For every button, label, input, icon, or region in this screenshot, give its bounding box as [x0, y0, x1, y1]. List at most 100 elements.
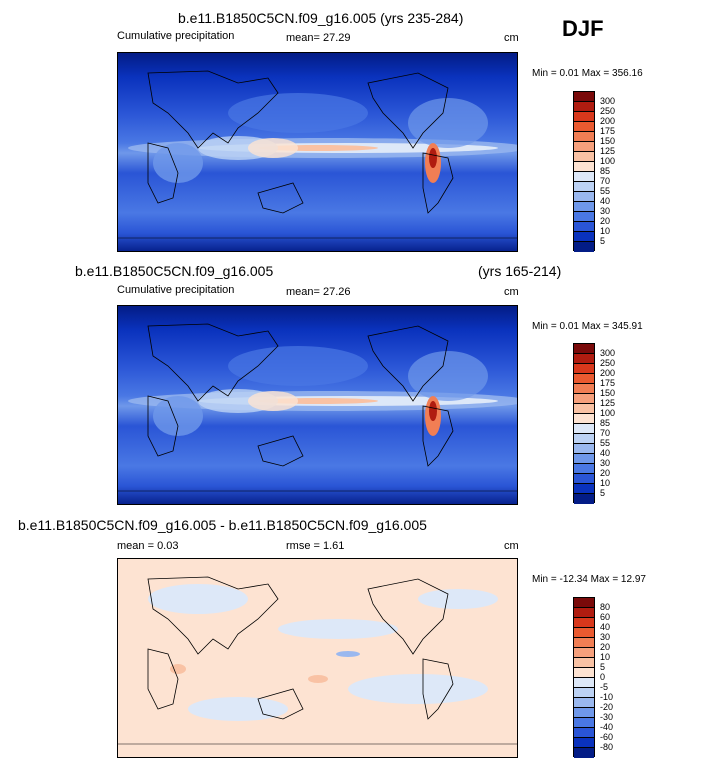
colorbar-tick-label: 250	[600, 358, 616, 368]
colorbar-swatch	[574, 748, 594, 758]
colorbar-tick-label: 20	[600, 468, 611, 478]
colorbar-tick-label: -30	[600, 712, 614, 722]
colorbar-swatch	[574, 464, 594, 474]
colorbar-tick-label: 30	[600, 632, 611, 642]
colorbar-tick-label: 5	[600, 488, 606, 498]
colorbar-tick-label: 100	[600, 408, 616, 418]
mean-label-text: mean=	[286, 286, 320, 298]
colorbar-swatch	[574, 344, 594, 354]
colorbar-tick-label: 0	[600, 672, 606, 682]
panel-2-map	[117, 305, 518, 505]
panel-1-mean-label: mean= 27.29	[286, 32, 351, 44]
colorbar-swatch	[574, 658, 594, 668]
colorbar-tick-label: 175	[600, 378, 616, 388]
colorbar-tick-label: 10	[600, 226, 611, 236]
colorbar-swatch	[574, 688, 594, 698]
mean-label-text: mean =	[117, 540, 154, 552]
colorbar-swatch	[574, 434, 594, 444]
colorbar-swatch	[574, 454, 594, 464]
mean-value: 27.29	[323, 32, 351, 44]
colorbar-tick-label: 30	[600, 206, 611, 216]
colorbar-swatch	[574, 354, 594, 364]
colorbar-tick-label: 30	[600, 458, 611, 468]
colorbar-tick-label: 70	[600, 176, 611, 186]
colorbar-tick-label: 175	[600, 126, 616, 136]
colorbar-tick-label: 125	[600, 146, 616, 156]
colorbar-swatch	[574, 92, 594, 102]
colorbar-swatch	[574, 718, 594, 728]
colorbar-tick-label: 55	[600, 438, 611, 448]
rmse-label-text: rmse =	[286, 540, 320, 552]
panel-3-colorbar	[573, 597, 595, 758]
colorbar-tick-label: -40	[600, 722, 614, 732]
colorbar-tick-label: 300	[600, 348, 616, 358]
colorbar-tick-label: 10	[600, 652, 611, 662]
colorbar-swatch	[574, 192, 594, 202]
colorbar-tick-label: 300	[600, 96, 616, 106]
colorbar-swatch	[574, 494, 594, 504]
colorbar-tick-label: 200	[600, 368, 616, 378]
colorbar-tick-label: -10	[600, 692, 614, 702]
colorbar-swatch	[574, 122, 594, 132]
colorbar-tick-label: 85	[600, 418, 611, 428]
colorbar-swatch	[574, 384, 594, 394]
colorbar-swatch	[574, 162, 594, 172]
panel-3-map	[117, 558, 518, 758]
panel-3-rmse-label: rmse = 1.61	[286, 540, 344, 552]
colorbar-swatch	[574, 222, 594, 232]
colorbar-tick-label: 70	[600, 428, 611, 438]
panel-2-units: cm	[504, 286, 519, 298]
colorbar-tick-label: 85	[600, 166, 611, 176]
rmse-value: 1.61	[323, 540, 345, 552]
colorbar-swatch	[574, 474, 594, 484]
colorbar-tick-label: 80	[600, 602, 611, 612]
panel-3-units: cm	[504, 540, 519, 552]
colorbar-swatch	[574, 668, 594, 678]
colorbar-swatch	[574, 172, 594, 182]
colorbar-tick-label: 100	[600, 156, 616, 166]
colorbar-tick-label: 20	[600, 216, 611, 226]
colorbar-swatch	[574, 628, 594, 638]
colorbar-swatch	[574, 374, 594, 384]
colorbar-tick-label: 55	[600, 186, 611, 196]
panel-3-mean-label: mean = 0.03	[117, 540, 178, 552]
panel-3-min-max: Min = -12.34 Max = 12.97	[532, 574, 646, 585]
colorbar-swatch	[574, 414, 594, 424]
colorbar-swatch	[574, 202, 594, 212]
colorbar-swatch	[574, 394, 594, 404]
colorbar-tick-label: 150	[600, 388, 616, 398]
panel-2-title: b.e11.B1850C5CN.f09_g16.005	[75, 263, 274, 279]
panel-1-colorbar	[573, 91, 595, 252]
colorbar-tick-label: 40	[600, 196, 611, 206]
colorbar-swatch	[574, 102, 594, 112]
colorbar-swatch	[574, 708, 594, 718]
panel-2-variable-label: Cumulative precipitation	[117, 284, 235, 296]
panel-3-title: b.e11.B1850C5CN.f09_g16.005 - b.e11.B185…	[18, 517, 427, 533]
colorbar-swatch	[574, 484, 594, 494]
colorbar-swatch	[574, 444, 594, 454]
mean-label-text: mean=	[286, 32, 320, 44]
panel-2-mean-label: mean= 27.26	[286, 286, 351, 298]
colorbar-swatch	[574, 364, 594, 374]
panel-2-colorbar	[573, 343, 595, 504]
colorbar-swatch	[574, 424, 594, 434]
panel-2-title-right: (yrs 165-214)	[478, 263, 562, 279]
panel-1-map	[117, 52, 518, 252]
colorbar-tick-label: 10	[600, 478, 611, 488]
colorbar-swatch	[574, 404, 594, 414]
colorbar-swatch	[574, 648, 594, 658]
colorbar-swatch	[574, 132, 594, 142]
colorbar-swatch	[574, 182, 594, 192]
colorbar-swatch	[574, 232, 594, 242]
colorbar-tick-label: 125	[600, 398, 616, 408]
colorbar-tick-label: 40	[600, 622, 611, 632]
colorbar-swatch	[574, 678, 594, 688]
colorbar-tick-label: 5	[600, 662, 606, 672]
colorbar-swatch	[574, 738, 594, 748]
colorbar-tick-label: 200	[600, 116, 616, 126]
colorbar-swatch	[574, 212, 594, 222]
mean-value: 0.03	[157, 540, 179, 552]
colorbar-tick-label: -60	[600, 732, 614, 742]
colorbar-swatch	[574, 242, 594, 252]
colorbar-swatch	[574, 608, 594, 618]
